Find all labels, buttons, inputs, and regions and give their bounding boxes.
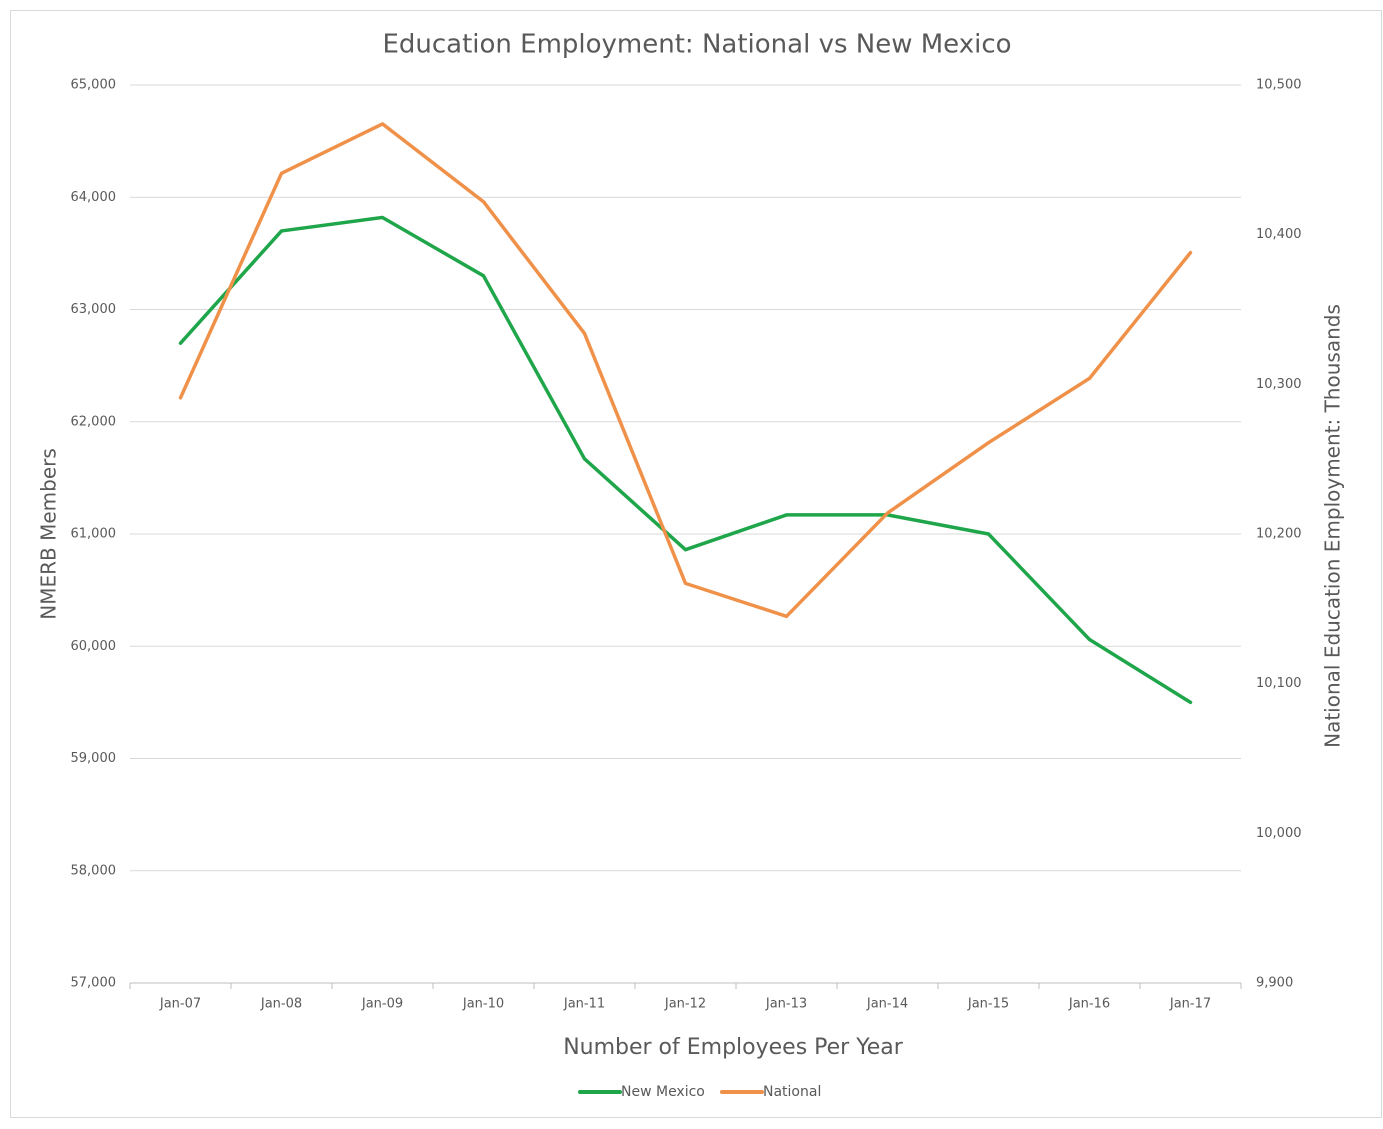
x-tick-label: Jan-09 — [361, 997, 403, 1012]
line-series — [178, 122, 1193, 619]
y-axis-title: NMERB Members — [37, 448, 61, 620]
x-tick-label: Jan-15 — [967, 997, 1009, 1012]
x-tick-label: Jan-12 — [664, 997, 706, 1012]
y-tick-label: 62,000 — [71, 414, 117, 429]
x-tick-label: Jan-16 — [1068, 997, 1110, 1012]
y2-tick-label: 10,200 — [1256, 527, 1302, 542]
x-tick-label: Jan-11 — [563, 997, 605, 1012]
y2-axis-title: National Education Employment: Thousands — [1321, 304, 1345, 748]
legend-label: National — [763, 1084, 821, 1100]
y-tick-label: 65,000 — [71, 78, 117, 93]
chart-border — [10, 10, 1382, 1118]
y2-tick-label: 10,500 — [1256, 78, 1302, 93]
y-tick-label: 58,000 — [71, 863, 117, 878]
x-tick-label: Jan-14 — [866, 997, 908, 1012]
y2-tick-label: 9,900 — [1256, 976, 1293, 991]
x-tick-label: Jan-07 — [159, 997, 201, 1012]
y2-tick-label: 10,000 — [1256, 826, 1302, 841]
line-series — [178, 215, 1193, 705]
y-tick-label: 61,000 — [71, 527, 117, 542]
x-axis-title: Number of Employees Per Year — [563, 1035, 904, 1060]
y2-tick-label: 10,400 — [1256, 227, 1302, 242]
legend-label: New Mexico — [621, 1084, 705, 1100]
y-tick-label: 64,000 — [71, 190, 117, 205]
y-tick-label: 60,000 — [71, 639, 117, 654]
x-tick-label: Jan-10 — [462, 997, 504, 1012]
y-tick-label: 59,000 — [71, 751, 117, 766]
x-tick-label: Jan-17 — [1169, 997, 1211, 1012]
y2-tick-label: 10,300 — [1256, 377, 1302, 392]
y-tick-label: 57,000 — [71, 976, 117, 991]
chart-title: Education Employment: National vs New Me… — [382, 30, 1011, 60]
y-tick-label: 63,000 — [71, 302, 117, 317]
y2-tick-label: 10,100 — [1256, 676, 1302, 691]
x-tick-label: Jan-08 — [260, 997, 302, 1012]
x-tick-label: Jan-13 — [765, 997, 807, 1012]
